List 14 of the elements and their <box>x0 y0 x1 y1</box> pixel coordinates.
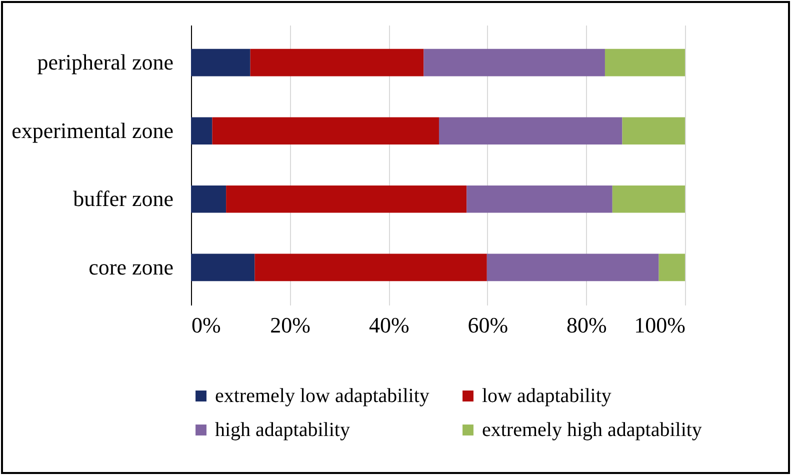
x-tick-label: 60% <box>468 312 508 338</box>
legend-label: low adaptability <box>482 385 612 407</box>
x-tick-label: 40% <box>368 312 410 338</box>
y-tick-label: buffer zone <box>73 186 174 212</box>
x-tick-label: 20% <box>270 312 310 338</box>
y-tick-label: experimental zone <box>12 118 174 143</box>
y-tick-label: peripheral zone <box>37 50 174 75</box>
x-tick-label: 0% <box>192 312 221 338</box>
y-tick-label: core zone <box>88 254 174 280</box>
x-tick-label: 80% <box>566 312 607 338</box>
legend-label: extremely high adaptability <box>482 419 702 441</box>
x-tick-label: 100% <box>634 312 686 338</box>
legend-label: high adaptability <box>215 419 350 441</box>
legend-label: extremely low adaptability <box>215 385 430 407</box>
